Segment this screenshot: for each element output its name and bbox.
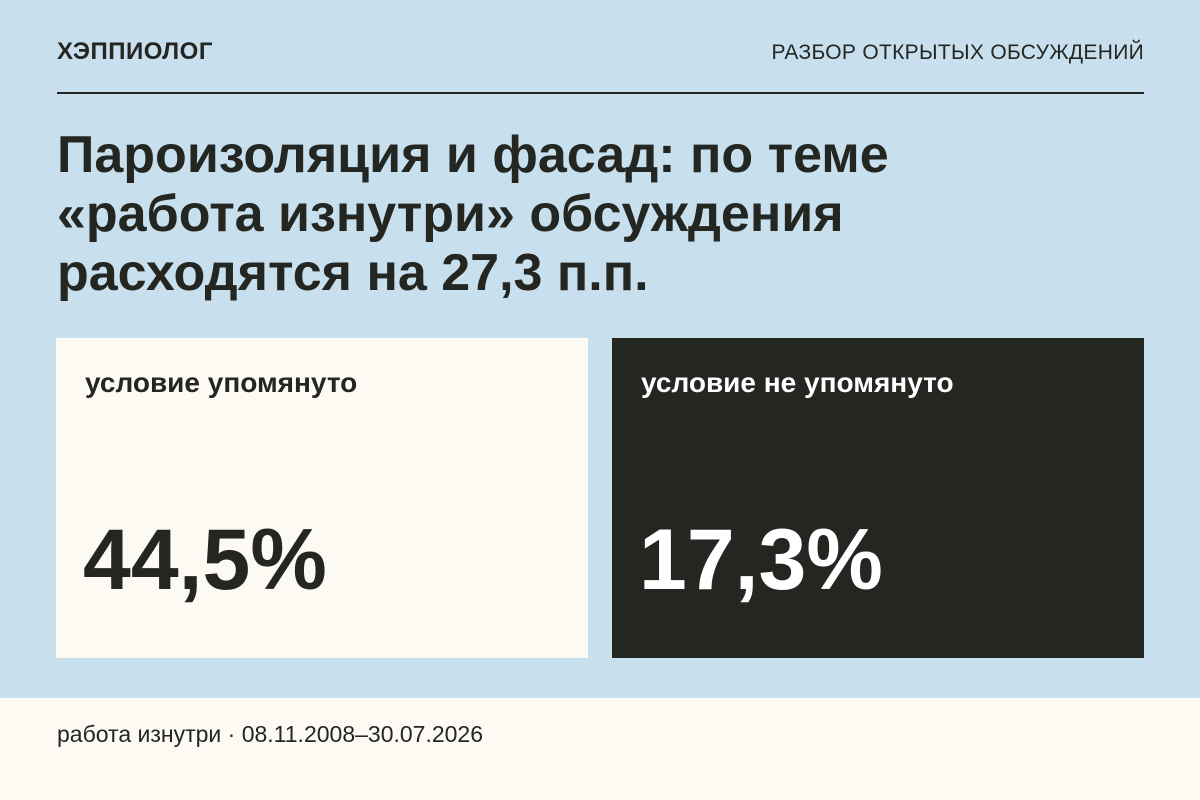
headline: Пароизоляция и фасад: по теме «работа из… (57, 126, 1147, 303)
headline-line-1: Пароизоляция и фасад: по теме (57, 126, 889, 184)
headline-line-3: расходятся на 27,3 п.п. (57, 244, 649, 302)
stat-card-not-mentioned: условие не упомянуто 17,3% (612, 338, 1144, 658)
stat-card-label: условие упомянуто (85, 367, 358, 398)
footer-caption: работа изнутри · 08.11.2008–30.07.2026 (57, 721, 484, 747)
header-divider (57, 92, 1144, 94)
brand-logo-text: ХЭППИОЛОГ (57, 38, 213, 65)
headline-line-2: «работа изнутри» обсуждения (57, 185, 844, 243)
stat-card-mentioned: условие упомянуто 44,5% (56, 338, 588, 658)
stat-card-label: условие не упомянуто (641, 367, 954, 398)
footer-bar: работа изнутри · 08.11.2008–30.07.2026 (0, 698, 1200, 800)
stat-card-value: 17,3% (639, 512, 883, 608)
stat-card-value: 44,5% (83, 512, 327, 608)
section-label: РАЗБОР ОТКРЫТЫХ ОБСУЖДЕНИЙ (771, 41, 1144, 64)
